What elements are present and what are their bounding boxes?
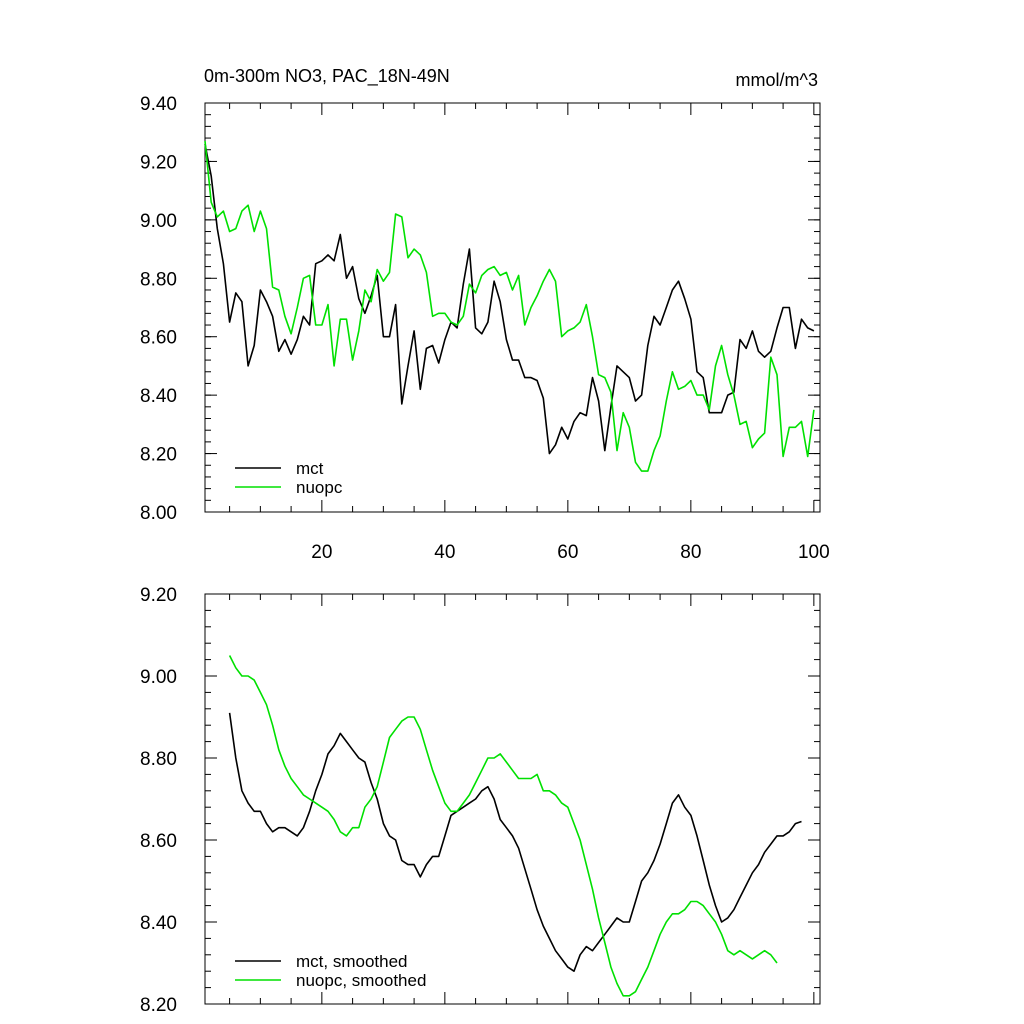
legend-label: nuopc bbox=[296, 478, 343, 497]
bottom-panel: 8.20 8.40 8.60 8.80 9.00 9.20 mct, smoothednu… bbox=[140, 585, 821, 1016]
y-tick-label: 8.40 bbox=[140, 386, 177, 407]
legend-label: mct bbox=[296, 459, 324, 478]
top-panel: 0m-300m NO3, PAC_18N-49N mmol/m^3 8.008.… bbox=[140, 66, 830, 563]
y-tick-label: 9.00 bbox=[140, 667, 177, 688]
legend-label: nuopc, smoothed bbox=[296, 971, 426, 990]
series-line-mct-smoothed bbox=[228, 712, 802, 973]
top-ticks: 8.00 8.20 8.40 8.60 8.80 9.00 9.20 9.40 20 40 60 80… bbox=[140, 94, 830, 563]
bottom-series bbox=[228, 655, 802, 997]
legend-label: mct, smoothed bbox=[296, 952, 408, 971]
y-tick-label: 8.20 bbox=[140, 445, 177, 466]
series-line-mct bbox=[204, 143, 815, 455]
x-tick-label: 40 bbox=[434, 542, 455, 563]
y-tick-label: 8.60 bbox=[140, 328, 177, 349]
x-tick-label: 80 bbox=[680, 542, 701, 563]
y-tick-label: 9.40 bbox=[140, 94, 177, 115]
top-series bbox=[204, 140, 815, 472]
y-tick-label: 8.60 bbox=[140, 831, 177, 852]
y-tick-label: 8.00 bbox=[140, 503, 177, 524]
bottom-plot-frame bbox=[204, 593, 821, 1005]
bottom-ticks: 8.20 8.40 8.60 8.80 9.00 9.20 bbox=[140, 585, 820, 1016]
units-label: mmol/m^3 bbox=[736, 70, 818, 90]
top-plot-frame bbox=[204, 102, 821, 513]
chart-title: 0m-300m NO3, PAC_18N-49N bbox=[204, 66, 450, 87]
series-line-nuopc-smoothed bbox=[228, 655, 778, 997]
y-tick-label: 8.40 bbox=[140, 913, 177, 934]
y-tick-label: 8.80 bbox=[140, 749, 177, 770]
y-tick-label: 8.80 bbox=[140, 269, 177, 290]
x-tick-label: 60 bbox=[557, 542, 578, 563]
x-tick-label: 100 bbox=[798, 542, 830, 563]
y-tick-label: 9.00 bbox=[140, 211, 177, 232]
series-line-nuopc bbox=[204, 140, 815, 472]
y-tick-label: 9.20 bbox=[140, 585, 177, 606]
x-tick-label: 20 bbox=[311, 542, 332, 563]
y-tick-label: 9.20 bbox=[140, 152, 177, 173]
y-tick-label: 8.20 bbox=[140, 995, 177, 1016]
